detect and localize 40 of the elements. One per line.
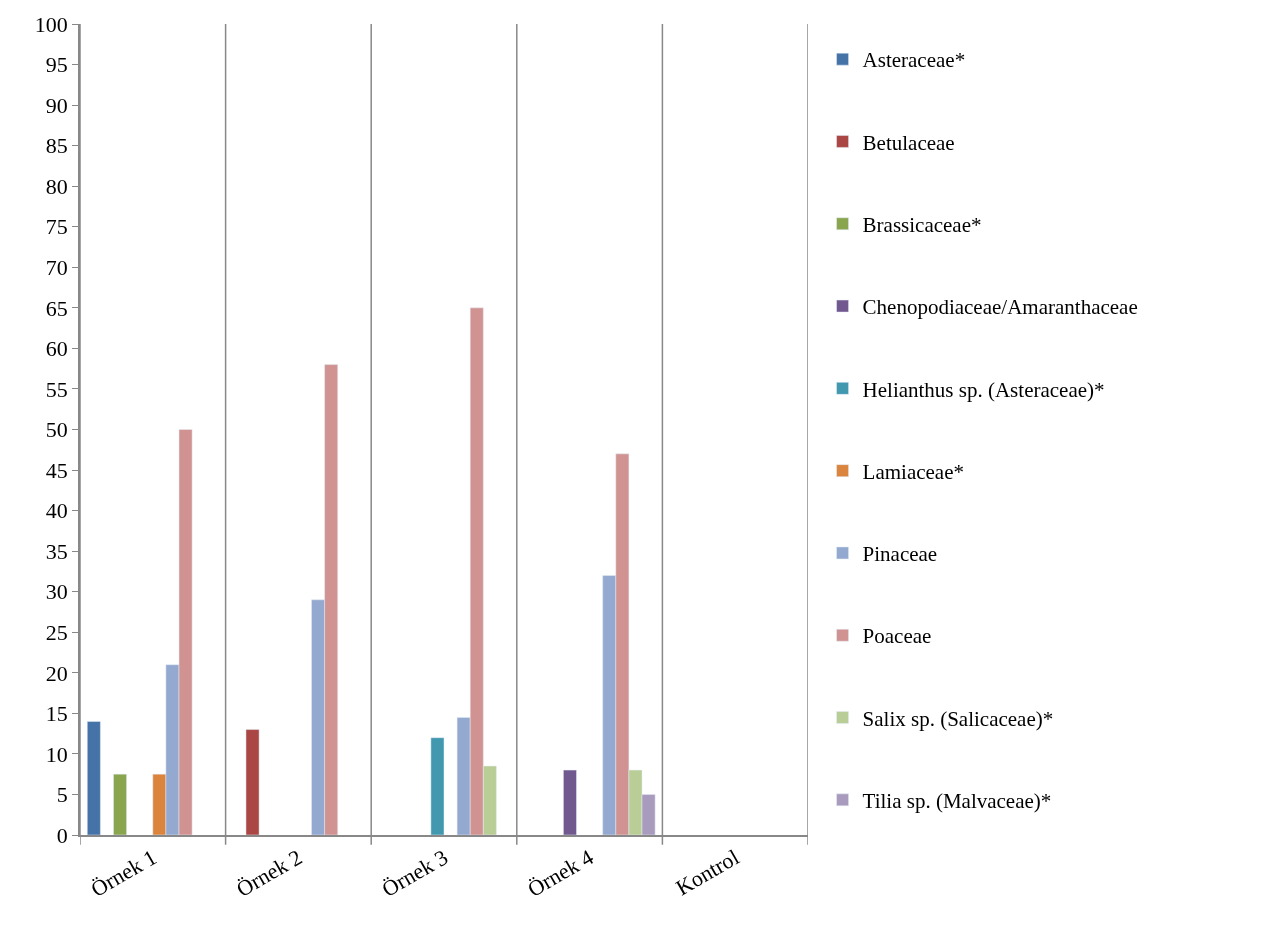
y-tick-label: 45 — [45, 457, 68, 483]
y-tick-label: 5 — [56, 782, 68, 808]
y-tick-label: 0 — [56, 822, 68, 848]
bar — [563, 769, 577, 835]
y-tick-label: 100 — [34, 11, 68, 37]
y-tick-label: 55 — [45, 376, 68, 402]
x-tick-label: Örnek 2 — [231, 844, 307, 902]
y-tick-label: 85 — [45, 133, 68, 159]
y-tick-label: 30 — [45, 579, 68, 605]
legend-label: Salix sp. (Salicaceae)* — [862, 706, 1054, 731]
y-tick-label: 10 — [45, 741, 68, 767]
x-tick-label: Örnek 4 — [523, 844, 598, 902]
y-tick-label: 60 — [45, 336, 68, 362]
legend-label: Betulaceae — [862, 130, 955, 155]
y-tick-label: 65 — [45, 295, 68, 321]
y-tick-label: 95 — [45, 52, 68, 78]
y-tick-label: 35 — [45, 538, 68, 564]
legend-label: Helianthus sp. (Asteraceae)* — [862, 377, 1105, 402]
x-tick-label: Örnek 3 — [377, 844, 452, 902]
y-tick-label: 80 — [45, 173, 68, 199]
bar — [113, 773, 127, 835]
legend-label: Poaceae — [862, 624, 932, 649]
bar — [87, 721, 101, 835]
y-tick-label: 20 — [45, 660, 68, 686]
y-tick-label: 25 — [45, 619, 68, 645]
y-tick-label: 70 — [45, 255, 68, 280]
legend-label: Chenopodiaceae/Amaranthaceae — [862, 295, 1138, 320]
legend-label: Tilia sp. (Malvaceae)* — [862, 789, 1052, 814]
y-tick-label: 50 — [45, 417, 68, 443]
bar — [430, 737, 445, 835]
legend-label: Lamiaceae* — [862, 459, 964, 484]
y-tick-label: 15 — [45, 701, 68, 727]
y-tick-label: 40 — [45, 498, 68, 524]
bar — [245, 729, 260, 835]
y-tick-label: 75 — [45, 214, 68, 240]
x-tick-label: Örnek 1 — [86, 844, 161, 902]
y-tick-label: 90 — [45, 92, 68, 118]
legend-label: Asteraceae* — [862, 48, 966, 73]
legend-label: Brassicaceae* — [862, 212, 982, 237]
legend-label: Pinaceae — [862, 542, 938, 567]
